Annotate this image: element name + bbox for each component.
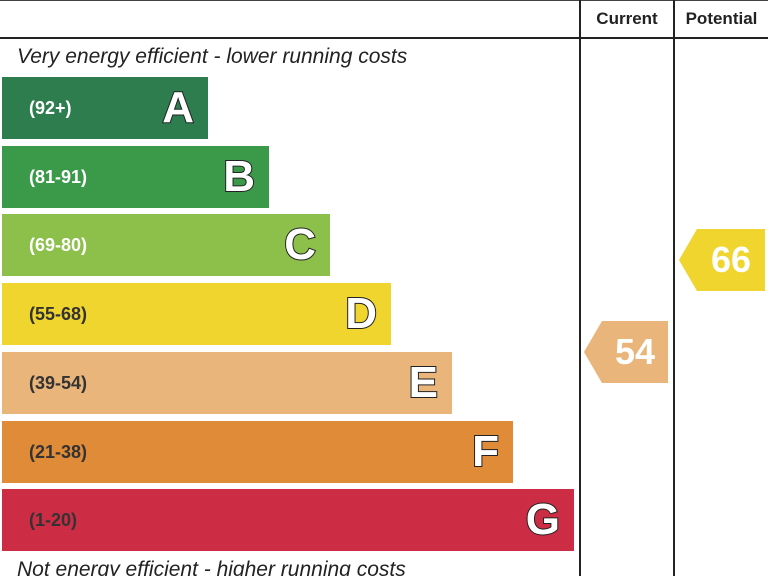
band-range-label: (21-38) bbox=[29, 442, 88, 462]
band-range-label: (69-80) bbox=[29, 235, 88, 255]
band-range-label: (55-68) bbox=[29, 304, 88, 324]
band-letter-label: C bbox=[283, 219, 317, 270]
band-letter-label: B bbox=[222, 151, 256, 202]
potential-column-header: Potential bbox=[685, 9, 758, 28]
current-rating-arrow: 54 bbox=[584, 321, 668, 383]
band-f: (21-38) F bbox=[2, 421, 513, 483]
band-c: (69-80) C bbox=[2, 214, 330, 276]
band-a: (92+) A bbox=[2, 77, 208, 139]
current-rating-value: 54 bbox=[614, 331, 656, 372]
band-letter-label: G bbox=[525, 494, 561, 545]
current-column-divider bbox=[579, 0, 581, 576]
band-d: (55-68) D bbox=[2, 283, 391, 345]
top-border bbox=[0, 0, 768, 1]
top-caption: Very energy efficient - lower running co… bbox=[17, 45, 408, 68]
band-range-label: (39-54) bbox=[29, 373, 88, 393]
bottom-caption: Not energy efficient - higher running co… bbox=[17, 558, 406, 576]
potential-rating-arrow: 66 bbox=[679, 229, 765, 291]
band-letter-label: F bbox=[471, 426, 500, 477]
band-e: (39-54) E bbox=[2, 352, 452, 414]
band-letter-label: A bbox=[161, 82, 195, 133]
band-range-label: (92+) bbox=[29, 98, 72, 118]
band-letter-label: D bbox=[344, 288, 378, 339]
potential-rating-value: 66 bbox=[710, 239, 752, 280]
band-g: (1-20) G bbox=[2, 489, 574, 551]
band-range-label: (81-91) bbox=[29, 167, 88, 187]
header-divider bbox=[0, 37, 768, 39]
current-column-header: Current bbox=[596, 9, 658, 28]
band-letter-label: E bbox=[408, 357, 439, 408]
band-b: (81-91) B bbox=[2, 146, 269, 208]
potential-column-divider bbox=[673, 0, 675, 576]
band-range-label: (1-20) bbox=[29, 510, 78, 530]
